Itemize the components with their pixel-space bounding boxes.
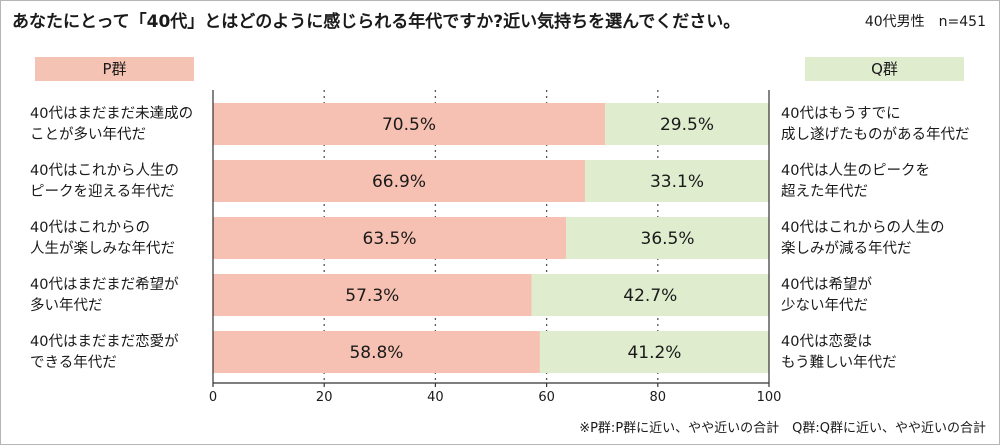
q-bar-2 [584,160,769,202]
p-value-label-4: 57.3% [345,286,399,306]
q-value-label-3: 36.5% [641,229,695,249]
p-value-label-5: 58.8% [349,343,403,363]
p-value-label-1: 70.5% [382,115,436,135]
p-row-label-3-line-1: 40代はこれからの [30,219,150,236]
p-group-tag: P群 [35,57,194,81]
p-row-label-3-line-2: 人生が楽しみな年代だ [30,240,175,257]
x-tick-label-40: 40 [427,390,444,405]
q-group-tag: Q群 [805,57,964,81]
q-bar-3 [566,217,769,259]
p-bar-2 [213,160,585,202]
q-row-label-2-line-1: 40代は人生のピークを [781,162,930,179]
x-tick-label-80: 80 [650,390,667,405]
q-row-label-5-line-2: もう難しい年代だ [781,354,897,371]
x-tick-label-100: 100 [757,390,782,405]
p-bar-3 [213,217,567,259]
p-row-label-2-line-2: ピークを迎える年代だ [30,183,175,200]
q-row-label-4-line-1: 40代は希望が [781,276,872,293]
q-row-label-1-line-2: 成し遂げたものがある年代だ [781,126,970,143]
q-value-label-4: 42.7% [623,286,677,306]
p-row-label-2-line-1: 40代はこれから人生の [30,162,179,179]
q-bar-1 [604,103,769,145]
q-bar-5 [539,331,769,373]
q-row-label-1-line-1: 40代はもうすでに [781,105,901,122]
q-bar-4 [531,274,769,316]
x-tick-label-60: 60 [538,390,555,405]
p-bar-4 [213,274,532,316]
chart-title: あなたにとって「40代」とはどのように感じられる年代ですか?近い気持ちを選んでく… [12,12,741,32]
q-value-label-1: 29.5% [660,115,714,135]
q-row-label-3-line-1: 40代はこれからの人生の [781,219,944,236]
p-row-label-1-line-1: 40代はまだまだ未達成の [30,105,193,122]
p-bar-1 [213,103,605,145]
q-value-label-5: 41.2% [627,343,681,363]
p-row-label-5-line-1: 40代はまだまだ恋愛が [30,332,179,350]
p-bar-5 [213,331,540,373]
q-row-label-4-line-2: 少ない年代だ [781,297,868,314]
q-value-label-2: 33.1% [650,172,704,192]
q-row-label-5-line-1: 40代は恋愛は [781,332,872,350]
p-value-label-2: 66.9% [372,172,426,192]
x-tick-label-0: 0 [209,390,217,405]
footnote: ※P群:P群に近い、やや近いの合計 Q群:Q群に近い、やや近いの合計 [579,421,986,436]
p-row-label-4-line-2: 多い年代だ [30,297,103,314]
p-row-label-5-line-2: できる年代だ [30,354,117,371]
x-tick-label-20: 20 [316,390,333,405]
p-row-label-4-line-1: 40代はまだまだ希望が [30,276,179,293]
p-row-label-1-line-2: ことが多い年代だ [30,126,146,143]
q-row-label-2-line-2: 超えた年代だ [781,183,868,200]
sample-size-label: 40代男性 n=451 [864,14,986,30]
q-row-label-3-line-2: 楽しみが減る年代だ [781,240,912,257]
p-value-label-3: 63.5% [363,229,417,249]
